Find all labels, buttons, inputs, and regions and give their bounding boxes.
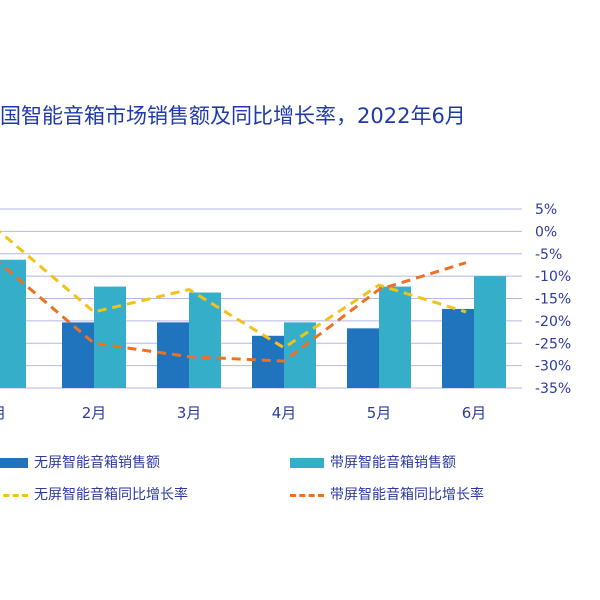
- bar-screen-5: [379, 286, 411, 388]
- chart-title: 国智能音箱市场销售额及同比增长率，2022年6月: [0, 104, 466, 128]
- bar-no-screen-5: [347, 328, 379, 388]
- right-axis-tick-label: -5%: [535, 247, 562, 263]
- right-axis-tick-label: -15%: [535, 292, 571, 308]
- x-axis-ticks: 1月 2月 3月 4月 5月 6月: [0, 404, 486, 422]
- right-axis-tick-label: -30%: [535, 359, 571, 375]
- legend-swatch-bar-1: [0, 458, 28, 468]
- legend-item-line-1: 无屏智能音箱同比增长率: [0, 484, 188, 504]
- line-series: [0, 230, 467, 363]
- bar-screen-4: [284, 322, 316, 388]
- bar-screen-3: [189, 292, 221, 388]
- right-axis-tick-label: 5%: [535, 202, 557, 218]
- legend-label-line-2: 带屏智能音箱同比增长率: [330, 487, 484, 503]
- right-axis-tick-label: -25%: [535, 336, 571, 352]
- bar-screen-1: [0, 259, 26, 388]
- legend-label-bar-1: 无屏智能音箱销售额: [34, 455, 160, 471]
- legend-swatch-bar-2: [290, 458, 324, 468]
- legend-item-line-2: 带屏智能音箱同比增长率: [290, 484, 484, 504]
- right-axis-tick-label: 0%: [535, 224, 557, 240]
- x-axis-tick-label: 4月: [272, 404, 297, 422]
- x-axis-tick-label: 3月: [177, 404, 202, 422]
- x-axis-tick-label: 5月: [367, 404, 392, 422]
- legend-swatch-line-1: [0, 493, 28, 497]
- legend-swatch-line-2: [290, 493, 324, 497]
- x-axis-tick-label: 1月: [0, 404, 6, 422]
- bar-screen-2: [94, 286, 126, 388]
- bar-no-screen-2: [62, 322, 94, 388]
- bar-no-screen-6: [442, 308, 474, 388]
- line-screen-growth: [0, 261, 467, 363]
- bar-screen-6: [474, 276, 506, 388]
- legend-item-bar-1: 无屏智能音箱销售额: [0, 452, 160, 472]
- legend-item-bar-2: 带屏智能音箱销售额: [290, 452, 456, 472]
- right-axis-ticks: 5% 0% -5% -10% -15% -20% -25% -30% -35%: [535, 202, 571, 397]
- legend-label-bar-2: 带屏智能音箱销售额: [330, 455, 456, 471]
- x-axis-tick-label: 6月: [462, 404, 487, 422]
- right-axis-tick-label: -10%: [535, 269, 571, 285]
- x-axis-tick-label: 2月: [82, 404, 107, 422]
- right-axis-tick-label: -35%: [535, 381, 571, 397]
- line-no-screen-growth: [0, 230, 467, 350]
- legend-label-line-1: 无屏智能音箱同比增长率: [34, 487, 188, 503]
- right-axis-tick-label: -20%: [535, 314, 571, 330]
- bar-series: [0, 259, 506, 388]
